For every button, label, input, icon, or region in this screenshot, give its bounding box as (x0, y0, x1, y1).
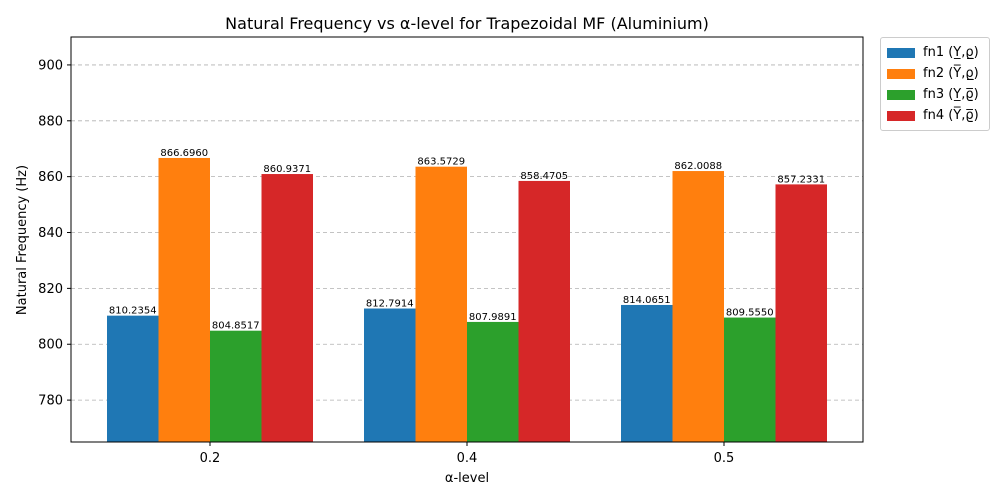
chart-legend: fn1 (Y̲,ϱ̲) fn2 (Y̅,ϱ̲) fn3 (Y̲,ϱ̅) fn4 … (880, 37, 990, 131)
legend-item-fn2: fn2 (Y̅,ϱ̲) (887, 63, 983, 84)
bar-value-label: 804.8517 (212, 321, 260, 332)
bar-value-label: 812.7914 (366, 299, 414, 310)
bar-2-0.4 (415, 166, 467, 442)
y-axis-ticks: 780 800 820 840 860 880 900 (38, 58, 71, 409)
y-tick-label: 780 (38, 394, 63, 409)
bar-value-label: 857.2331 (777, 174, 825, 185)
x-tick-label: 0.5 (714, 451, 735, 466)
bars-group (107, 157, 827, 443)
legend-label-fn3: fn3 (Y̲,ϱ̅) (923, 87, 979, 102)
bar-value-label: 862.0088 (674, 161, 722, 172)
bar-1-0.2 (107, 315, 159, 442)
bar-value-label: 810.2354 (109, 306, 157, 317)
x-axis-ticks: 0.2 0.4 0.5 (200, 442, 735, 466)
y-tick-label: 840 (38, 226, 63, 241)
y-tick-label: 820 (38, 282, 63, 297)
y-axis-label: Natural Frequency (Hz) (15, 165, 30, 315)
bar-3-0.5 (724, 317, 776, 442)
bar-value-label: 814.0651 (623, 295, 671, 306)
bar-value-label: 807.9891 (469, 312, 517, 323)
legend-swatch-fn4 (887, 110, 915, 121)
x-axis-label: α-level (445, 471, 489, 486)
y-tick-label: 880 (38, 114, 63, 129)
bar-1-0.5 (621, 304, 673, 442)
bar-3-0.4 (467, 321, 519, 442)
legend-label-fn4: fn4 (Y̅,ϱ̅) (923, 108, 979, 123)
bar-2-0.5 (672, 171, 724, 443)
bar-value-label: 860.9371 (263, 164, 311, 175)
y-tick-label: 900 (38, 58, 63, 73)
bar-2-0.2 (158, 157, 210, 442)
bar-3-0.2 (210, 330, 262, 442)
legend-item-fn1: fn1 (Y̲,ϱ̲) (887, 42, 983, 63)
legend-swatch-fn1 (887, 47, 915, 58)
y-tick-label: 800 (38, 338, 63, 353)
legend-label-fn2: fn2 (Y̅,ϱ̲) (923, 66, 979, 81)
legend-item-fn3: fn3 (Y̲,ϱ̅) (887, 84, 983, 105)
bar-value-label: 863.5729 (417, 157, 465, 168)
bar-value-label: 809.5550 (726, 308, 774, 319)
legend-swatch-fn3 (887, 89, 915, 100)
bar-4-0.4 (518, 180, 570, 442)
x-tick-label: 0.4 (457, 451, 478, 466)
bar-value-label: 858.4705 (520, 171, 568, 182)
data-labels-group: 810.2354 812.7914 814.0651 866.6960 863.5729… (109, 148, 825, 332)
x-tick-label: 0.2 (200, 451, 221, 466)
legend-label-fn1: fn1 (Y̲,ϱ̲) (923, 45, 979, 60)
y-tick-label: 860 (38, 170, 63, 185)
bar-1-0.4 (364, 308, 416, 442)
legend-swatch-fn2 (887, 68, 915, 79)
bar-value-label: 866.6960 (160, 148, 208, 159)
legend-item-fn4: fn4 (Y̅,ϱ̅) (887, 105, 983, 126)
bar-4-0.2 (261, 174, 313, 442)
bar-4-0.5 (775, 184, 827, 442)
chart-title: Natural Frequency vs α-level for Trapezo… (225, 14, 709, 33)
